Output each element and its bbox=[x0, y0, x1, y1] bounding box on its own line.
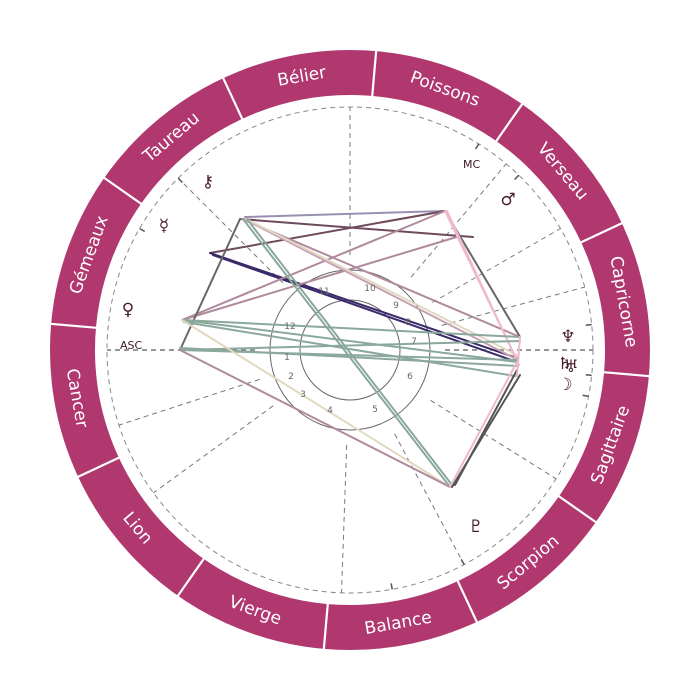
planet-glyphs: ⚷ ☿ ♀ ♂ ♆ ♄♅☽ ♇ bbox=[122, 172, 579, 537]
chiron-icon: ⚷ bbox=[202, 172, 214, 192]
sign-divider bbox=[455, 578, 479, 625]
aspect-line bbox=[449, 361, 518, 488]
house-cusp-8 bbox=[441, 286, 585, 326]
aspect-line bbox=[181, 319, 518, 363]
degree-tick bbox=[460, 558, 465, 565]
sign-divider bbox=[49, 322, 99, 330]
venus-icon: ♀ bbox=[122, 300, 134, 320]
aspect-lines bbox=[179, 210, 521, 488]
house-number-5: 5 bbox=[372, 405, 378, 415]
house-number-11: 11 bbox=[318, 287, 329, 297]
zodiac-band bbox=[50, 50, 650, 650]
house-number-8: 8 bbox=[405, 318, 411, 328]
degree-tick bbox=[585, 323, 592, 326]
house-number-6: 6 bbox=[407, 372, 413, 382]
house-cusp-12 bbox=[177, 177, 284, 284]
aspect-line bbox=[181, 235, 461, 321]
mars-icon: ♂ bbox=[500, 190, 515, 210]
saturne-icon: ♄ bbox=[557, 354, 572, 374]
mercure-icon: ☿ bbox=[159, 216, 169, 236]
house-number-12: 12 bbox=[284, 322, 295, 332]
house-cusp-5 bbox=[394, 433, 465, 565]
uranus-icon: ♅ bbox=[563, 357, 578, 377]
degree-tick bbox=[177, 177, 183, 183]
aspect-line bbox=[246, 218, 453, 486]
house-cusp-3 bbox=[153, 405, 274, 494]
axis-labels: ASC MC bbox=[120, 158, 480, 352]
house-number-1: 1 bbox=[284, 353, 290, 363]
aspect-line bbox=[181, 319, 521, 338]
mc-label: MC bbox=[463, 158, 480, 171]
sign-divider bbox=[370, 49, 378, 99]
sign-divider bbox=[175, 556, 206, 599]
sign-divider bbox=[578, 221, 625, 245]
aspect-line bbox=[446, 210, 520, 366]
house-cusp-2 bbox=[118, 378, 260, 426]
aspect-line bbox=[212, 254, 518, 363]
aspect-line bbox=[242, 218, 451, 488]
degree-tick bbox=[514, 174, 520, 181]
zodiac-ring: Bélier PoissonsVerseauCapricorneSagittair… bbox=[49, 49, 651, 651]
house-cusp-10 bbox=[410, 163, 507, 278]
house-cusp-4 bbox=[341, 444, 348, 593]
pluton-icon: ♇ bbox=[468, 517, 483, 537]
aspect-line bbox=[209, 252, 518, 359]
house-cusp-6 bbox=[430, 399, 557, 480]
house-number-9: 9 bbox=[393, 301, 399, 311]
house-number-2: 2 bbox=[288, 372, 294, 382]
degree-tick bbox=[474, 143, 480, 150]
sign-divider bbox=[494, 101, 525, 144]
neptune-icon: ♆ bbox=[560, 327, 575, 347]
aspect-line bbox=[244, 210, 446, 218]
aspect-line bbox=[181, 210, 446, 321]
house-number-10: 10 bbox=[364, 284, 376, 294]
aspect-line bbox=[516, 336, 521, 377]
aspect-line bbox=[239, 218, 474, 238]
degree-tick bbox=[585, 374, 592, 377]
degree-tick bbox=[390, 583, 393, 590]
aspect-line bbox=[209, 210, 446, 254]
sign-divider bbox=[322, 601, 330, 651]
aspect-line bbox=[181, 319, 451, 488]
aspect-line bbox=[241, 218, 521, 338]
aspect-line bbox=[179, 347, 519, 367]
house-number-3: 3 bbox=[300, 390, 306, 400]
aspect-line bbox=[245, 218, 518, 356]
sign-divider bbox=[101, 175, 144, 206]
asc-label: ASC bbox=[120, 339, 143, 352]
sign-divider bbox=[601, 370, 651, 378]
aspect-line bbox=[183, 321, 516, 377]
sign-divider bbox=[75, 455, 122, 479]
aspect-line bbox=[179, 218, 241, 351]
sign-divider bbox=[556, 494, 599, 525]
aspect-line bbox=[243, 218, 519, 361]
degree-tick bbox=[582, 394, 589, 398]
lune-icon: ☽ bbox=[557, 375, 572, 395]
sign-divider bbox=[221, 75, 245, 122]
house-number-4: 4 bbox=[327, 406, 333, 416]
aspect-line bbox=[454, 369, 518, 486]
house-number-7: 7 bbox=[411, 337, 417, 347]
degree-tick bbox=[139, 227, 146, 233]
aspect-line bbox=[179, 349, 451, 488]
aspect-line bbox=[179, 340, 521, 351]
house-cusp-9 bbox=[432, 228, 561, 303]
